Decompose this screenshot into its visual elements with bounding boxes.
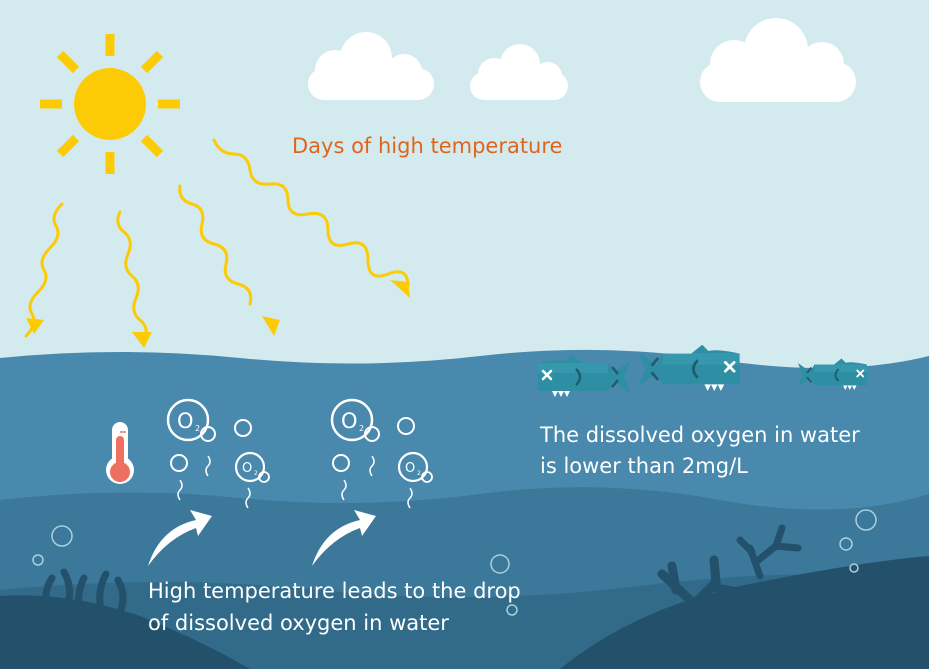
coral-icon (657, 555, 743, 645)
oxygen-bubble-small (397, 417, 415, 435)
heat-ray-icon (178, 184, 253, 306)
oxygen-bubble-group-left (166, 398, 271, 509)
water-bubble (506, 604, 518, 616)
heat-ray-icon (24, 202, 64, 338)
oxygen-bubble-small (332, 454, 350, 472)
temperature-caption-line-2: of dissolved oxygen in water (148, 611, 449, 635)
oxygen-bubble-small (170, 454, 188, 472)
heat-ray-icon (212, 138, 410, 288)
temperature-effect-caption: High temperature leads to the drop of di… (148, 575, 521, 639)
oxygen-bubble-small (234, 419, 252, 437)
water-bubble (51, 525, 73, 547)
diagram-title: Days of high temperature (292, 134, 563, 158)
seaweed-icon (42, 568, 127, 620)
oxygen-bubble-group-right (330, 398, 434, 509)
water-bubble (839, 537, 853, 551)
oxygen-caption-line-2: is lower than 2mg/L (540, 454, 748, 478)
water-bubble (32, 554, 44, 566)
cloud-icon (470, 44, 568, 100)
heat-ray-icon (116, 210, 148, 342)
cloud-icon (308, 32, 434, 100)
curved-arrow-icon (148, 510, 212, 566)
water-bubble (855, 509, 877, 531)
thermometer-icon (106, 422, 134, 484)
heat-ray-arrowhead (26, 318, 44, 334)
water-bubble (849, 563, 859, 573)
coral-icon (736, 524, 802, 580)
cloud-icon (700, 18, 856, 102)
temperature-caption-line-1: High temperature leads to the drop (148, 579, 521, 603)
oxygen-caption-line-1: The dissolved oxygen in water (540, 423, 860, 447)
sun-icon (40, 34, 180, 174)
heat-ray-arrowhead (262, 316, 280, 336)
heat-ray-arrowhead (390, 280, 410, 298)
water-bubble (490, 554, 510, 574)
seabed-left (0, 595, 250, 669)
oxygen-level-caption: The dissolved oxygen in water is lower t… (540, 420, 860, 482)
curved-arrow-icon (312, 510, 376, 566)
heat-ray-arrowhead (132, 332, 152, 348)
seabed-right (560, 556, 929, 669)
